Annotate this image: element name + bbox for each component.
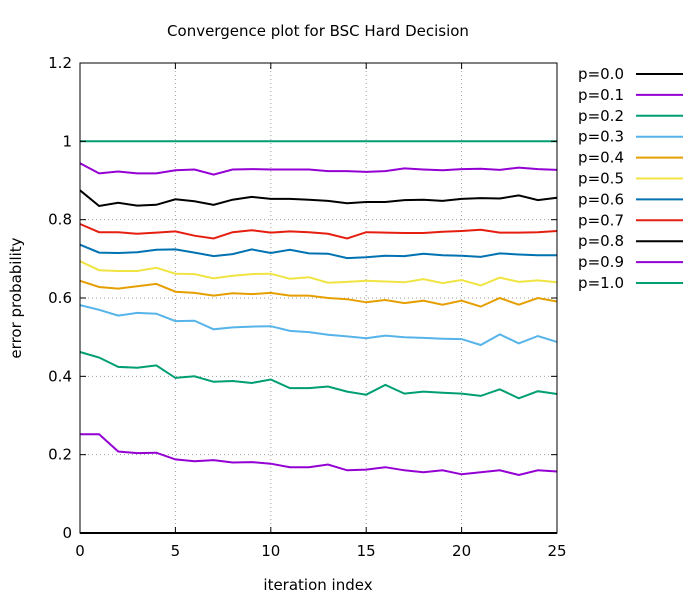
series-line-p-0-4: [79, 279, 558, 308]
y-tick-label: 0.4: [48, 367, 72, 385]
legend-label: p=0.8: [578, 232, 624, 250]
x-tick-label: 10: [261, 542, 280, 560]
legend-label: p=0.2: [578, 107, 624, 125]
y-tick-label: 1.2: [48, 54, 72, 72]
legend-label: p=0.6: [578, 190, 624, 208]
x-tick-label: 20: [452, 542, 471, 560]
series-line-p-0-7: [79, 223, 558, 240]
series-line-p-0-9: [80, 433, 558, 477]
y-tick-label: 0.6: [48, 289, 72, 307]
y-tick-label: 0.8: [48, 211, 72, 229]
y-tick-label: 1: [62, 132, 72, 150]
plot-lines: [79, 140, 558, 534]
legend-label: p=0.1: [578, 86, 624, 104]
chart-title: Convergence plot for BSC Hard Decision: [167, 22, 469, 40]
x-tick-label: 0: [75, 542, 85, 560]
legend-label: p=0.4: [578, 149, 624, 167]
series-line-p-0-1: [79, 162, 558, 176]
y-axis-label: error probability: [7, 237, 25, 358]
axis-ticks: 0 5 10 15 20 25 0 0.2 0.4 0.6 0.8 1 1.2: [48, 54, 566, 560]
plot-frame: [79, 62, 558, 534]
grid: [80, 63, 557, 533]
legend-label: p=0.7: [578, 211, 624, 229]
x-axis-label: iteration index: [263, 576, 372, 594]
y-tick-label: 0.2: [48, 446, 72, 464]
series-line-p-0-0: [79, 189, 558, 208]
legend-label: p=0.9: [578, 253, 624, 271]
series-line-p-0-5: [79, 260, 558, 287]
series-line-p-0-3: [79, 304, 558, 347]
legend-label: p=0.0: [578, 65, 624, 83]
series-line-p-0-6: [79, 243, 557, 260]
x-tick-label: 5: [171, 542, 181, 560]
x-tick-label: 25: [547, 542, 566, 560]
y-tick-label: 0: [62, 524, 72, 542]
legend: p=0.0 p=0.1 p=0.2 p=0.3 p=0.4 p=0.5 p=0.6 p=0.7…: [578, 65, 683, 292]
legend-label: p=1.0: [578, 274, 624, 292]
series-line-p-1-0: [79, 351, 558, 400]
legend-label: p=0.3: [578, 128, 624, 146]
x-tick-label: 15: [357, 542, 376, 560]
legend-label: p=0.5: [578, 170, 624, 188]
